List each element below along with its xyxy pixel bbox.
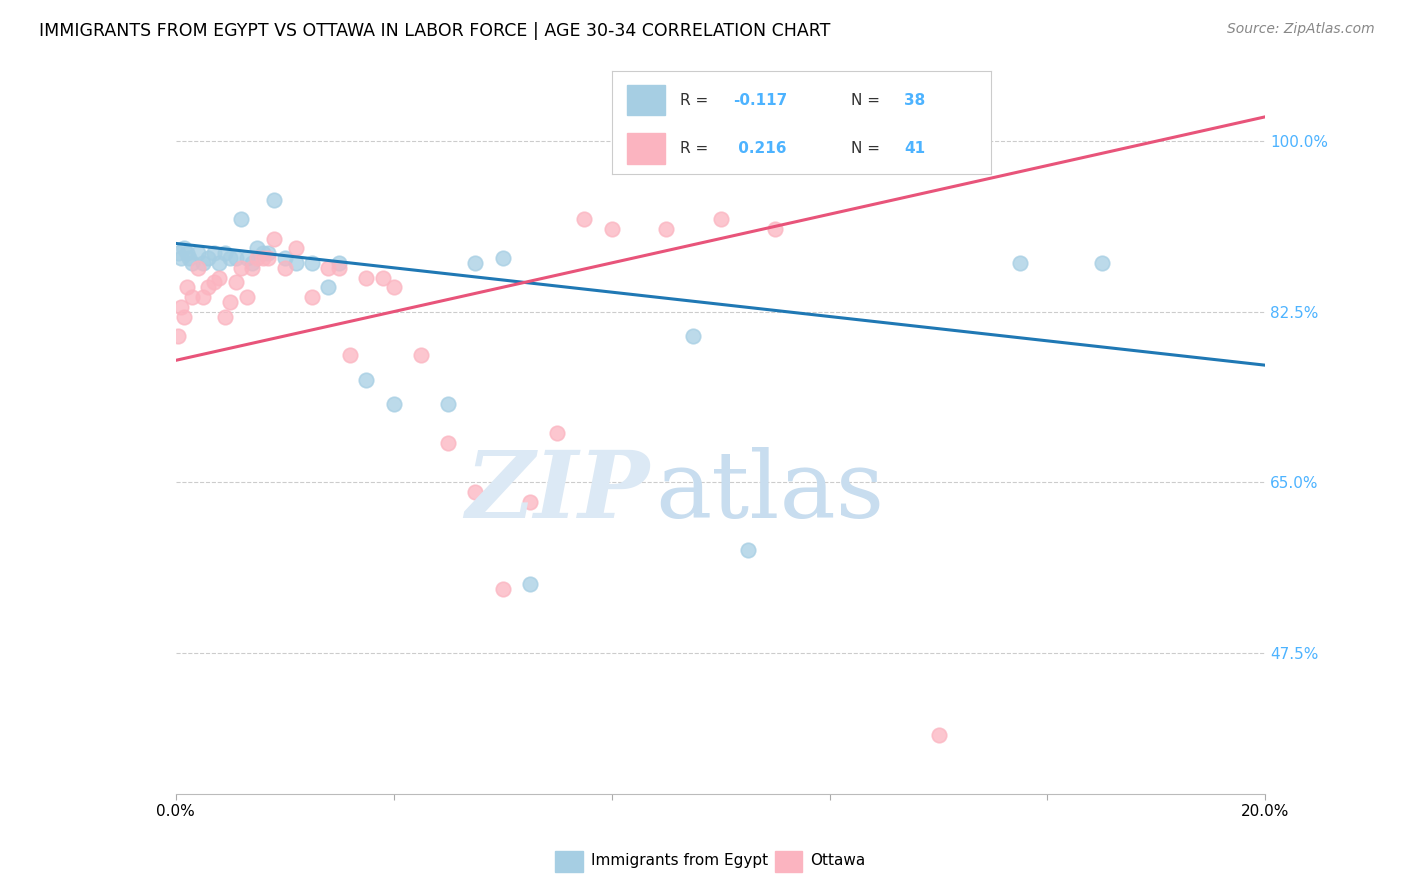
Point — [176, 246, 198, 260]
Text: 0.216: 0.216 — [733, 141, 786, 156]
Point — [240, 256, 263, 270]
Point — [186, 260, 209, 275]
Point — [219, 251, 242, 265]
Point — [600, 222, 623, 236]
Point — [382, 397, 405, 411]
Point — [202, 246, 225, 260]
Point — [492, 582, 515, 597]
Point — [197, 280, 219, 294]
Text: N =: N = — [851, 141, 884, 156]
Point — [284, 241, 307, 255]
Point — [492, 251, 515, 265]
Point — [318, 280, 340, 294]
Point — [208, 270, 231, 285]
Point — [225, 276, 247, 290]
Point — [179, 251, 201, 265]
Text: Immigrants from Egypt: Immigrants from Egypt — [591, 854, 768, 868]
Point — [235, 290, 257, 304]
Point — [231, 260, 253, 275]
Point — [682, 329, 704, 343]
Text: -0.117: -0.117 — [733, 93, 787, 108]
Point — [763, 222, 786, 236]
Point — [356, 270, 378, 285]
Text: R =: R = — [681, 93, 713, 108]
Point — [231, 212, 253, 227]
Point — [208, 256, 231, 270]
Point — [464, 484, 486, 499]
Point — [519, 577, 541, 591]
Point — [1091, 256, 1114, 270]
Point — [186, 246, 209, 260]
Point — [240, 260, 263, 275]
Point — [301, 256, 323, 270]
Point — [170, 251, 193, 265]
Point — [219, 294, 242, 309]
Text: 41: 41 — [904, 141, 925, 156]
Point — [252, 246, 274, 260]
Point — [710, 212, 733, 227]
Point — [246, 251, 269, 265]
Point — [170, 300, 193, 314]
Point — [263, 231, 285, 245]
Point — [252, 251, 274, 265]
Point — [257, 246, 280, 260]
Text: R =: R = — [681, 141, 713, 156]
Point — [176, 280, 198, 294]
Text: Source: ZipAtlas.com: Source: ZipAtlas.com — [1227, 22, 1375, 37]
Point — [519, 494, 541, 508]
Text: atlas: atlas — [655, 447, 884, 537]
Point — [173, 241, 195, 255]
Text: Ottawa: Ottawa — [810, 854, 866, 868]
Point — [263, 193, 285, 207]
Point — [246, 241, 269, 255]
Point — [818, 153, 841, 168]
Text: N =: N = — [851, 93, 884, 108]
Point — [464, 256, 486, 270]
Point — [225, 251, 247, 265]
Text: ZIP: ZIP — [465, 447, 650, 537]
Point — [546, 426, 568, 441]
FancyBboxPatch shape — [555, 851, 582, 872]
Point — [437, 436, 460, 450]
Point — [301, 290, 323, 304]
Point — [191, 256, 214, 270]
Point — [318, 260, 340, 275]
Point — [328, 256, 350, 270]
Point — [191, 290, 214, 304]
Point — [284, 256, 307, 270]
Point — [214, 246, 236, 260]
Point — [197, 251, 219, 265]
Point — [574, 212, 596, 227]
Point — [202, 276, 225, 290]
Point — [339, 349, 361, 363]
FancyBboxPatch shape — [627, 133, 665, 163]
FancyBboxPatch shape — [627, 85, 665, 115]
FancyBboxPatch shape — [775, 851, 801, 872]
Text: 38: 38 — [904, 93, 925, 108]
Point — [356, 373, 378, 387]
Point — [235, 251, 257, 265]
Point — [737, 543, 759, 558]
Point — [257, 251, 280, 265]
Point — [328, 260, 350, 275]
Point — [173, 310, 195, 324]
Point — [274, 251, 297, 265]
Point — [437, 397, 460, 411]
Point — [167, 329, 190, 343]
Point — [181, 256, 204, 270]
Point — [371, 270, 394, 285]
Text: IMMIGRANTS FROM EGYPT VS OTTAWA IN LABOR FORCE | AGE 30-34 CORRELATION CHART: IMMIGRANTS FROM EGYPT VS OTTAWA IN LABOR… — [39, 22, 831, 40]
Point — [409, 349, 432, 363]
Point — [928, 728, 950, 742]
Point — [382, 280, 405, 294]
Point — [655, 222, 678, 236]
Point — [274, 260, 297, 275]
Point — [1010, 256, 1032, 270]
Point — [214, 310, 236, 324]
Point — [167, 246, 190, 260]
Point — [181, 290, 204, 304]
